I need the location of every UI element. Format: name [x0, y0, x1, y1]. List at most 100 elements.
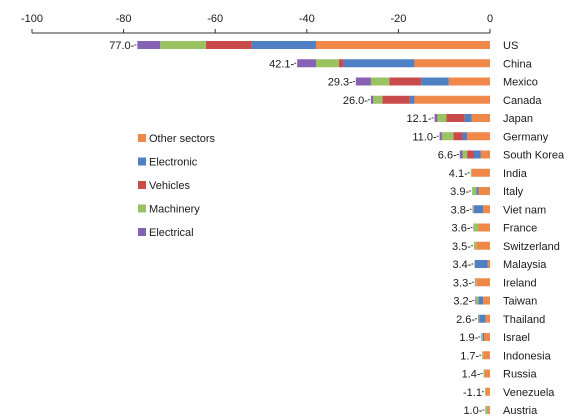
bar-segment [487, 260, 490, 268]
value-label: 1.4- [462, 369, 481, 381]
bar-segment [472, 187, 477, 195]
bar-segment [483, 205, 490, 214]
value-label: 3.4- [452, 259, 471, 271]
bar-segment [409, 95, 415, 104]
bar-segment [343, 59, 415, 68]
legend: Other sectors Electronic Vehicles Machinery… [138, 133, 216, 239]
value-label: 1.9- [459, 332, 478, 344]
bar-segment [462, 150, 468, 159]
legend-swatch [138, 134, 146, 142]
bar-segment [370, 77, 390, 86]
bar-segment [478, 314, 480, 323]
bar-segment [473, 205, 484, 214]
bar-segment [481, 333, 483, 341]
bar-segment [370, 95, 374, 104]
value-label: 6.6- [438, 150, 457, 162]
category-label: Austria [503, 405, 538, 417]
category-label: Italy [503, 186, 524, 198]
bar-segment [485, 387, 490, 396]
bar-segment [479, 314, 486, 323]
bar-segment [462, 132, 468, 141]
bar-segment [485, 314, 490, 323]
bar-segment [475, 296, 477, 305]
labels: 77.0- US 42.1- China 29.3- Mexico 26.0- Canada 1… [109, 40, 565, 417]
category-label: Germany [503, 131, 549, 143]
value-label: 26.0- [343, 95, 368, 107]
legend-label: Vehicles [149, 180, 190, 192]
bar-segment [473, 241, 477, 250]
category-label: Japan [503, 113, 533, 125]
bar-segment [439, 132, 442, 141]
bar-segment [485, 406, 489, 414]
value-label: 3.8- [451, 204, 470, 216]
bar-segment [474, 260, 488, 268]
bar-segment [473, 223, 479, 232]
value-label: 12.1- [407, 113, 432, 125]
category-label: Ireland [503, 277, 537, 289]
category-label: Taiwan [503, 296, 537, 308]
category-label: Malaysia [503, 259, 547, 271]
legend-swatch [138, 157, 146, 166]
bar-segment [488, 406, 490, 414]
bar-segment [315, 41, 490, 49]
bar-segment [484, 369, 490, 378]
bar-segment [414, 95, 490, 104]
bar-segment [373, 95, 383, 104]
value-label: 3.9- [450, 186, 469, 198]
bar-segment [137, 41, 161, 49]
bar-segment [467, 150, 474, 159]
value-label: -1.1 [463, 387, 482, 399]
bar-segment [297, 59, 316, 68]
category-label: Canada [503, 95, 542, 107]
bar-segment [382, 95, 410, 104]
legend-label: Machinery [149, 204, 200, 216]
value-label: 11.0- [412, 131, 437, 143]
value-label: 3.3- [453, 277, 472, 289]
bar-segment [483, 351, 490, 360]
bar-segment [389, 77, 422, 86]
bar-segment [478, 296, 484, 305]
bar-segment [338, 59, 344, 68]
value-label: 42.1- [269, 58, 294, 70]
category-label: South Korea [503, 150, 565, 162]
bar-segment [476, 187, 479, 195]
bar-segment [459, 150, 463, 159]
value-label: 1.7- [460, 350, 479, 362]
category-label: China [503, 58, 533, 70]
legend-label: Electronic [149, 157, 198, 169]
x-axis: -100 -80 -60 -40 -20 0 [21, 13, 493, 34]
category-label: US [503, 40, 518, 52]
bar-segment [160, 41, 207, 49]
bar-segment [414, 59, 490, 68]
bar-segment [470, 168, 472, 177]
category-label: Viet nam [503, 204, 546, 216]
x-tick-label: -20 [390, 13, 406, 25]
value-label: 3.2- [453, 296, 472, 308]
bar-segment [483, 296, 490, 305]
category-label: Venezuela [503, 387, 555, 399]
category-label: Switzerland [503, 241, 560, 253]
x-tick-label: -40 [299, 13, 315, 25]
bar-segment [484, 387, 486, 396]
category-label: Israel [503, 332, 530, 344]
category-label: Indonesia [503, 350, 552, 362]
x-tick-label: -60 [207, 13, 223, 25]
value-label: 3.6- [452, 223, 471, 235]
value-label: 4.1- [449, 168, 468, 180]
bar-segment [441, 132, 454, 141]
bar-segment [484, 333, 490, 341]
bar-segment [251, 41, 316, 49]
bar-segment [473, 150, 481, 159]
bar-segment [467, 132, 490, 141]
category-label: India [503, 168, 528, 180]
category-label: Russia [503, 369, 538, 381]
bar-segment [448, 77, 490, 86]
bar-segment [480, 150, 490, 159]
bar-segment [471, 114, 490, 122]
legend-swatch [138, 181, 146, 189]
bar-segment [355, 77, 371, 86]
value-label: 3.5- [452, 241, 471, 253]
legend-label: Electrical [149, 227, 194, 239]
bar-segment [478, 187, 490, 195]
